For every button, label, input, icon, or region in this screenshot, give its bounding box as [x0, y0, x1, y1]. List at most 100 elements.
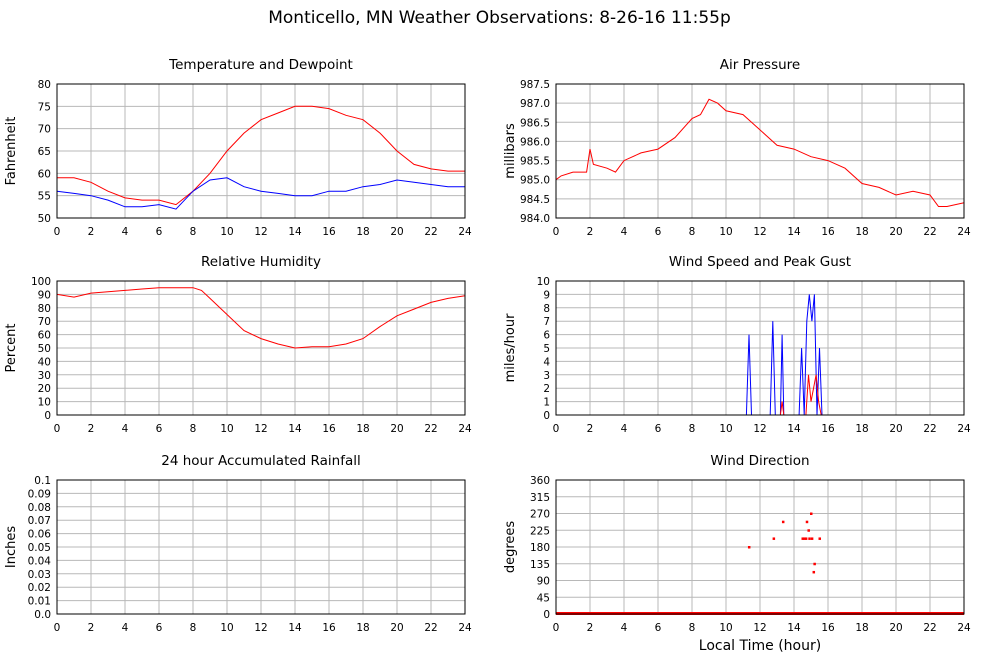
x-tick-label: 6 — [156, 622, 163, 634]
x-tick-label: 18 — [855, 622, 868, 634]
x-tick-label: 4 — [621, 226, 628, 238]
data-point — [781, 520, 785, 524]
x-tick-label: 2 — [88, 622, 95, 634]
series-line — [57, 105, 465, 206]
plot-frame — [555, 479, 965, 615]
x-tick-label: 20 — [390, 622, 403, 634]
y-tick-label: 75 — [38, 101, 51, 113]
y-tick-label: 3 — [543, 370, 550, 382]
y-tick-label: 0.02 — [28, 582, 51, 594]
chart-title: Temperature and Dewpoint — [168, 57, 353, 73]
data-point — [808, 537, 811, 540]
x-tick-label: 0 — [553, 622, 560, 634]
x-axis-title: Local Time (hour) — [699, 638, 821, 654]
y-axis-label: Fahrenheit — [4, 117, 19, 186]
plot-frame — [56, 280, 466, 416]
y-tick-label: 0.1 — [34, 475, 51, 487]
data-point — [818, 537, 821, 540]
page-title: Monticello, MN Weather Observations: 8-2… — [268, 8, 731, 28]
data-point — [803, 537, 806, 540]
x-tick-label: 4 — [122, 423, 129, 435]
y-tick-label: 80 — [38, 303, 51, 315]
y-tick-label: 0.01 — [28, 596, 51, 608]
x-tick-label: 24 — [458, 226, 472, 238]
y-tick-label: 985.5 — [520, 156, 550, 168]
y-tick-label: 135 — [530, 559, 550, 571]
x-tick-label: 0 — [553, 226, 560, 238]
y-tick-label: 315 — [530, 492, 550, 504]
y-tick-label: 180 — [530, 542, 550, 554]
x-tick-label: 20 — [889, 423, 902, 435]
x-tick-label: 10 — [220, 622, 233, 634]
series-line — [555, 98, 965, 207]
y-tick-label: 90 — [537, 576, 550, 588]
x-tick-label: 18 — [855, 423, 868, 435]
x-tick-label: 4 — [621, 622, 628, 634]
data-point — [804, 537, 808, 540]
y-tick-label: 984.5 — [520, 194, 550, 206]
y-tick-label: 360 — [530, 475, 550, 487]
x-tick-label: 18 — [356, 423, 369, 435]
x-tick-label: 8 — [689, 423, 696, 435]
chart-title: Relative Humidity — [201, 254, 321, 270]
x-tick-label: 2 — [587, 423, 594, 435]
y-tick-label: 6 — [543, 330, 550, 342]
x-tick-label: 22 — [424, 226, 437, 238]
x-tick-label: 8 — [190, 226, 197, 238]
x-tick-label: 10 — [220, 423, 233, 435]
y-tick-label: 100 — [31, 276, 51, 288]
x-tick-label: 0 — [54, 622, 61, 634]
x-tick-label: 16 — [322, 423, 336, 435]
series-line — [56, 287, 466, 349]
data-point — [805, 520, 809, 524]
y-axis-label: millibars — [503, 123, 518, 179]
y-axis-label: Percent — [4, 324, 19, 373]
x-tick-label: 14 — [288, 226, 302, 238]
x-tick-label: 14 — [288, 423, 302, 435]
x-tick-label: 2 — [587, 226, 594, 238]
series-line — [56, 177, 465, 210]
x-tick-label: 0 — [553, 423, 560, 435]
data-point — [772, 537, 776, 540]
y-tick-label: 1 — [543, 397, 550, 409]
x-tick-label: 14 — [787, 622, 801, 634]
x-tick-label: 14 — [787, 423, 801, 435]
x-tick-label: 22 — [424, 622, 437, 634]
x-tick-label: 2 — [88, 423, 95, 435]
x-tick-label: 14 — [288, 622, 302, 634]
x-tick-label: 6 — [655, 622, 662, 634]
x-tick-label: 8 — [190, 622, 197, 634]
y-tick-label: 70 — [38, 124, 51, 136]
x-tick-label: 20 — [889, 226, 902, 238]
y-tick-label: 0 — [44, 410, 51, 422]
plot-frame — [555, 83, 965, 219]
y-axis-label: Inches — [4, 526, 19, 568]
y-tick-label: 986.0 — [520, 136, 550, 148]
x-tick-label: 20 — [889, 622, 902, 634]
y-tick-label: 55 — [38, 191, 51, 203]
data-point — [807, 529, 810, 532]
x-tick-label: 22 — [923, 622, 936, 634]
y-tick-label: 50 — [38, 343, 51, 355]
x-tick-label: 12 — [753, 226, 766, 238]
chart-title: 24 hour Accumulated Rainfall — [161, 453, 360, 469]
y-tick-label: 0.06 — [28, 529, 52, 541]
series-line — [556, 374, 964, 416]
x-tick-label: 22 — [923, 226, 936, 238]
y-tick-label: 8 — [543, 303, 550, 315]
x-tick-label: 20 — [390, 423, 403, 435]
x-tick-label: 6 — [655, 226, 662, 238]
y-tick-label: 4 — [543, 356, 550, 368]
chart-title: Air Pressure — [720, 57, 800, 73]
x-tick-label: 0 — [54, 226, 61, 238]
x-tick-label: 12 — [254, 226, 267, 238]
x-tick-label: 12 — [254, 622, 267, 634]
y-tick-label: 40 — [38, 356, 51, 368]
x-tick-label: 18 — [356, 226, 369, 238]
plot-frame — [555, 280, 965, 416]
data-point — [812, 570, 816, 574]
